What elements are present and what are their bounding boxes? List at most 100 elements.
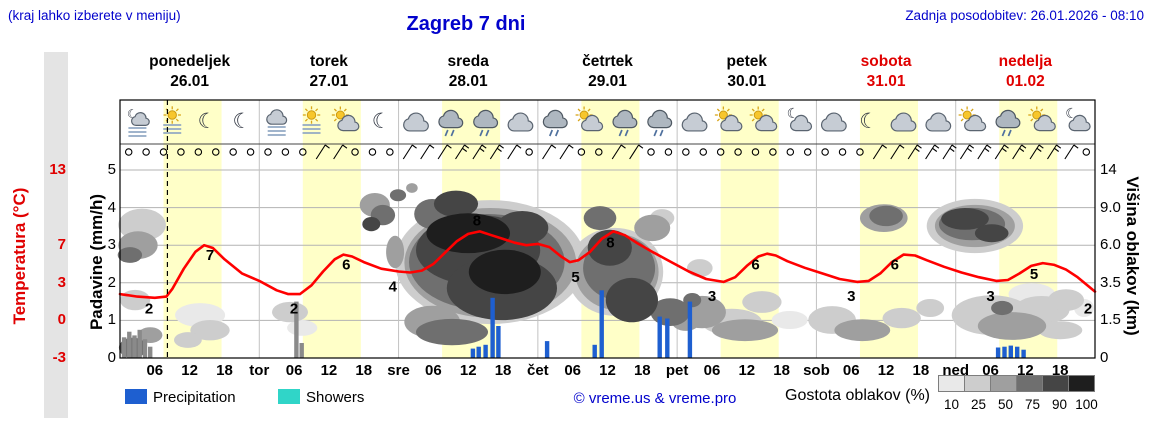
x-tick-21: 12: [877, 362, 895, 379]
temperature-label: 6: [342, 257, 350, 274]
past-precipitation-bars: [121, 301, 304, 358]
wind-barb-icon: [489, 144, 504, 160]
day-name-4: petek: [726, 53, 768, 70]
height-tick-9.0: 9.0: [1100, 198, 1121, 216]
wind-calm-icon: [142, 148, 150, 156]
x-tick-18: 18: [773, 362, 790, 379]
day-name-6: nedelja: [998, 53, 1053, 70]
temperature-label: 5: [571, 269, 579, 286]
daylight-band: [302, 100, 361, 358]
left-margin-strip: [44, 52, 68, 418]
cloud-density-scale: [938, 375, 1095, 392]
weather-icon-sun-cloud: [575, 106, 604, 132]
wind-calm-icon: [838, 148, 847, 156]
wind-calm-icon: [1082, 148, 1091, 156]
wind-calm-icon: [769, 148, 777, 156]
wind-barb-icon: [315, 144, 330, 160]
wind-barb-icon: [333, 144, 348, 160]
day-date-5: 31.01: [866, 73, 906, 90]
wind-calm-icon: [229, 148, 237, 156]
temp-tick-7: 7: [57, 236, 66, 254]
precipitation-swatch: [125, 389, 147, 404]
cloud-scale-label-10: 10: [943, 397, 960, 412]
height-tick-14: 14: [1100, 161, 1117, 178]
wind-barb-icon: [420, 144, 435, 160]
wind-calm-icon: [734, 148, 742, 156]
day-name-1: torek: [309, 53, 348, 70]
menu-hint: (kraj lahko izberete v meniju): [8, 8, 181, 23]
weather-icon-moon: ☾: [232, 109, 251, 133]
precip-tick-4: 4: [107, 198, 116, 216]
temp-tick--3: -3: [52, 349, 66, 366]
wind-calm-icon: [821, 148, 829, 156]
x-tick-22: 18: [912, 362, 930, 379]
weather-icon-cloud-rain: [438, 109, 464, 137]
x-tick-8: 06: [425, 362, 442, 379]
wind-calm-icon: [525, 148, 533, 156]
wind-barb-icon: [1047, 144, 1062, 160]
temp-tick-3: 3: [57, 273, 66, 291]
wind-barb-icon: [559, 144, 574, 160]
height-tick-3.5: 3.5: [1100, 273, 1121, 291]
wind-calm-icon: [368, 148, 377, 156]
wind-calm-icon: [246, 148, 255, 156]
wind-calm-icon: [751, 148, 760, 156]
x-tick-1: 12: [181, 362, 198, 379]
x-tick-2: 18: [216, 362, 233, 379]
x-tick-16: 06: [703, 362, 721, 379]
wind-calm-icon: [664, 148, 673, 156]
wind-barb-icon: [942, 144, 957, 160]
weather-icon-moon-cloud: ☾: [787, 106, 813, 132]
temperature-label: 2: [290, 300, 298, 317]
credit-link[interactable]: © vreme.us & vreme.pro: [573, 390, 737, 407]
x-tick-24: 06: [982, 362, 999, 379]
weather-icon-sun-cloud: [1028, 106, 1056, 132]
showers-legend-label: Showers: [306, 389, 365, 406]
temperature-label: 2: [145, 300, 153, 317]
wind-barb-icon: [507, 144, 522, 160]
day-date-1: 27.01: [309, 73, 349, 90]
wind-calm-icon: [159, 148, 168, 156]
temperature-label: 3: [847, 288, 855, 305]
weather-icon-cloud-rain: [473, 109, 499, 137]
wind-barb-icon: [542, 144, 557, 160]
svg-text:☾: ☾: [859, 109, 878, 133]
wind-calm-icon: [856, 148, 864, 156]
x-tick-6: 18: [355, 362, 373, 379]
weather-icon-cloud: [925, 112, 952, 132]
day-name-2: sreda: [447, 53, 489, 70]
temperature-label: 3: [708, 288, 716, 305]
cloud-scale-cell-100: [1068, 375, 1095, 392]
cloud-scale-label-50: 50: [997, 397, 1014, 412]
wind-barb-icon: [959, 144, 975, 160]
x-tick-10: 18: [494, 362, 512, 379]
temperature-axis-title: Temperatura (°C): [10, 187, 29, 325]
temperature-label: 6: [751, 257, 759, 274]
wind-calm-icon: [786, 148, 795, 156]
temp-tick-0: 0: [57, 311, 66, 329]
weather-icon-moon: ☾: [372, 109, 391, 133]
wind-barb-icon: [1064, 144, 1079, 160]
wind-calm-icon: [699, 148, 708, 156]
x-tick-4: 06: [285, 362, 303, 379]
cloud-scale-label-75: 75: [1024, 397, 1041, 412]
temperature-label: 3: [986, 288, 994, 305]
x-tick-23: ned: [942, 362, 970, 379]
precipitation-bars: [470, 290, 1026, 358]
temperature-label: 7: [206, 247, 214, 264]
x-tick-0: 06: [146, 362, 164, 379]
cloud-density-title: Gostota oblakov (%): [785, 387, 930, 404]
weather-icon-moon: ☾: [859, 109, 878, 133]
x-tick-19: sob: [803, 362, 830, 379]
x-tick-20: 06: [842, 362, 860, 379]
wind-barb-icon: [1012, 144, 1027, 160]
last-update-label: Zadnja posodobitev: 26.01.2026 - 08:10: [905, 8, 1144, 23]
page-title: Zagreb 7 dni: [406, 13, 526, 35]
wind-barb-icon: [907, 144, 922, 160]
weather-icon-cloud-rain: [995, 109, 1021, 137]
wind-barb-icon: [890, 144, 905, 160]
wind-calm-icon: [299, 148, 307, 156]
wind-calm-icon: [577, 148, 586, 156]
x-tick-25: 12: [1017, 362, 1034, 379]
